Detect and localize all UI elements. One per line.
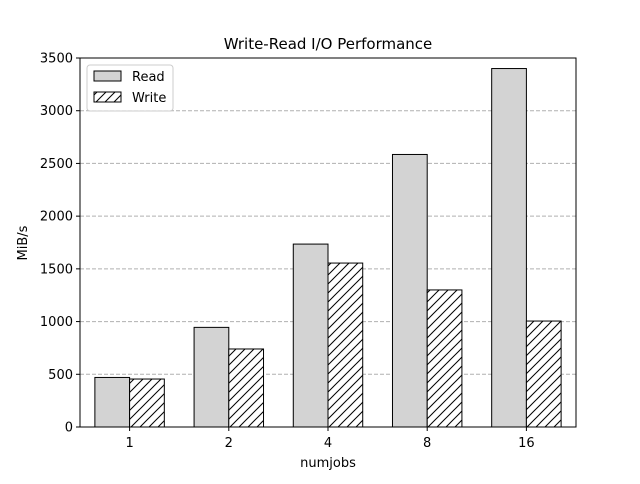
x-axis: 1 2 4 8 16 — [125, 427, 535, 451]
bar-read-1 — [94, 376, 131, 428]
x-tick-label: 1 — [125, 436, 133, 451]
y-axis-label: MiB/s — [16, 225, 31, 260]
y-tick-label: 2000 — [40, 210, 73, 225]
bar-write-8 — [426, 289, 463, 428]
bar-write-1 — [129, 378, 165, 428]
chart-title: Write-Read I/O Performance — [224, 35, 433, 53]
legend-swatch-read — [93, 70, 122, 82]
y-tick-label: 2500 — [40, 157, 73, 172]
bar-read-8 — [391, 153, 428, 428]
legend: Read Write — [86, 64, 174, 112]
bar-read-2 — [193, 326, 230, 428]
bar-write-4 — [327, 262, 364, 428]
x-tick-label: 16 — [518, 436, 535, 451]
y-tick-label: 1500 — [40, 262, 73, 277]
bar-read-4 — [292, 243, 329, 428]
y-tick-label: 500 — [48, 368, 73, 383]
legend-swatch-write — [93, 91, 122, 103]
bar-read-16 — [491, 68, 527, 428]
x-tick-label: 2 — [225, 436, 233, 451]
y-tick-label: 3500 — [40, 52, 73, 67]
x-axis-label: numjobs — [300, 456, 356, 471]
legend-label-write: Write — [132, 91, 166, 106]
bar-write-2 — [228, 348, 265, 428]
bar-write-16 — [525, 320, 562, 428]
y-tick-label: 1000 — [40, 315, 73, 330]
legend-label-read: Read — [132, 70, 165, 85]
y-axis: 0 500 1000 1500 2000 2500 3000 3500 — [40, 52, 80, 436]
x-tick-label: 4 — [324, 436, 332, 451]
y-tick-label: 3000 — [40, 104, 73, 119]
x-tick-label: 8 — [423, 436, 431, 451]
bars — [94, 68, 562, 428]
y-tick-label: 0 — [65, 421, 73, 436]
